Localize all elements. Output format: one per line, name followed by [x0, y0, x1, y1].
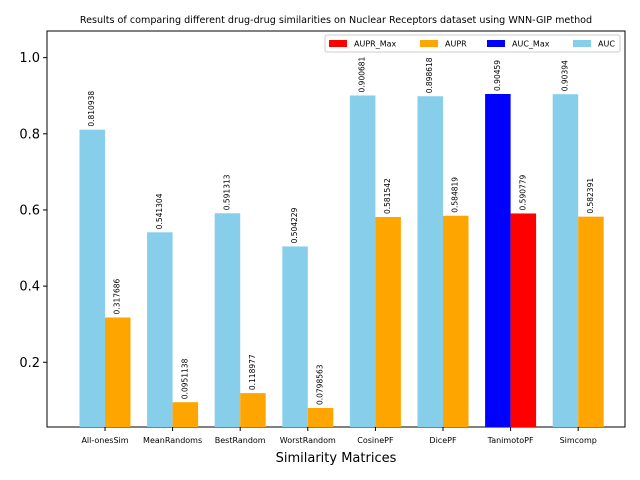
legend-label-1: AUPR: [445, 40, 467, 49]
bar-label-aupr-6: 0.590779: [518, 174, 527, 210]
y-axis: 0.2 0.4 0.6 0.8 1.0: [19, 51, 47, 371]
bar-label-aupr-7: 0.582391: [586, 178, 595, 214]
bar-label-aupr-4: 0.581542: [383, 178, 392, 214]
y-tick-label-4: 1.0: [19, 51, 40, 66]
bar-label-aupr-3: 0.0798563: [316, 364, 325, 405]
bar-label-aupr-5: 0.584819: [451, 177, 460, 213]
bar-aupr-2: [240, 393, 266, 427]
x-tick-label-5: DicePF: [429, 436, 457, 445]
plot-area: [46, 30, 626, 428]
legend-swatch-2: [487, 40, 505, 47]
bar-aupr-0: [105, 317, 131, 427]
bar-label-auc-0: 0.810938: [87, 91, 96, 127]
bar-auc-1: [147, 232, 173, 427]
bar-auc-3: [282, 246, 308, 427]
x-tick-label-1: MeanRandoms: [143, 436, 202, 445]
bar-aupr-5: [443, 215, 469, 427]
x-tick-label-7: Simcomp: [560, 436, 597, 445]
x-tick-label-2: BestRandom: [215, 436, 266, 445]
bar-auc-6: [485, 93, 511, 428]
x-tick-label-3: WorstRandom: [280, 436, 336, 445]
x-tick-label-6: TanimotoPF: [487, 436, 534, 445]
bar-auc-2: [214, 213, 241, 427]
bar-auc-7: [552, 94, 579, 428]
legend-swatch-0: [329, 40, 347, 47]
bar-label-aupr-2: 0.118977: [248, 354, 257, 390]
y-tick-label-3: 0.8: [19, 127, 40, 142]
y-tick-label-0: 0.2: [19, 356, 40, 371]
bar-label-auc-3: 0.504229: [290, 207, 299, 243]
bar-aupr-7: [578, 216, 604, 427]
chart-title: Results of comparing different drug-drug…: [80, 15, 592, 26]
x-tick-label-4: CosinePF: [357, 436, 394, 445]
bar-label-auc-4: 0.900681: [358, 56, 367, 92]
legend-label-0: AUPR_Max: [354, 40, 397, 49]
legend-label-3: AUC: [598, 40, 615, 49]
bar-auc-0: [79, 129, 105, 428]
legend: AUPR_Max AUPR AUC_Max AUC: [324, 34, 621, 53]
x-tick-label-0: All-onesSim: [81, 436, 128, 445]
bar-label-auc-2: 0.591313: [222, 174, 231, 210]
x-axis-label: Similarity Matrices: [276, 451, 397, 466]
bar-aupr-1: [172, 402, 199, 427]
bars: [79, 93, 604, 428]
bar-label-auc-6: 0.90459: [493, 60, 502, 91]
bar-label-aupr-0: 0.317686: [113, 278, 122, 314]
bar-auc-4: [349, 95, 376, 427]
legend-swatch-3: [573, 40, 591, 47]
bar-auc-5: [417, 96, 443, 427]
y-tick-label-2: 0.6: [19, 203, 40, 218]
legend-box: [324, 34, 621, 53]
bar-value-labels: 0.810938 0.317686 0.541304 0.0951138 0.59131…: [87, 56, 595, 405]
legend-label-2: AUC_Max: [512, 40, 550, 49]
bar-label-auc-7: 0.90394: [560, 60, 569, 91]
bar-aupr-3: [307, 408, 334, 427]
bar-label-auc-1: 0.541304: [155, 193, 164, 229]
y-tick-label-1: 0.4: [19, 280, 40, 295]
x-axis: All-onesSim MeanRandoms BestRandom WorstRan…: [81, 427, 597, 445]
bar-aupr-6: [510, 213, 537, 427]
bar-aupr-4: [375, 216, 401, 427]
legend-swatch-1: [420, 40, 438, 47]
bar-label-aupr-1: 0.0951138: [180, 358, 189, 399]
bar-label-auc-5: 0.898618: [425, 57, 434, 93]
plot-frame: [46, 30, 626, 428]
